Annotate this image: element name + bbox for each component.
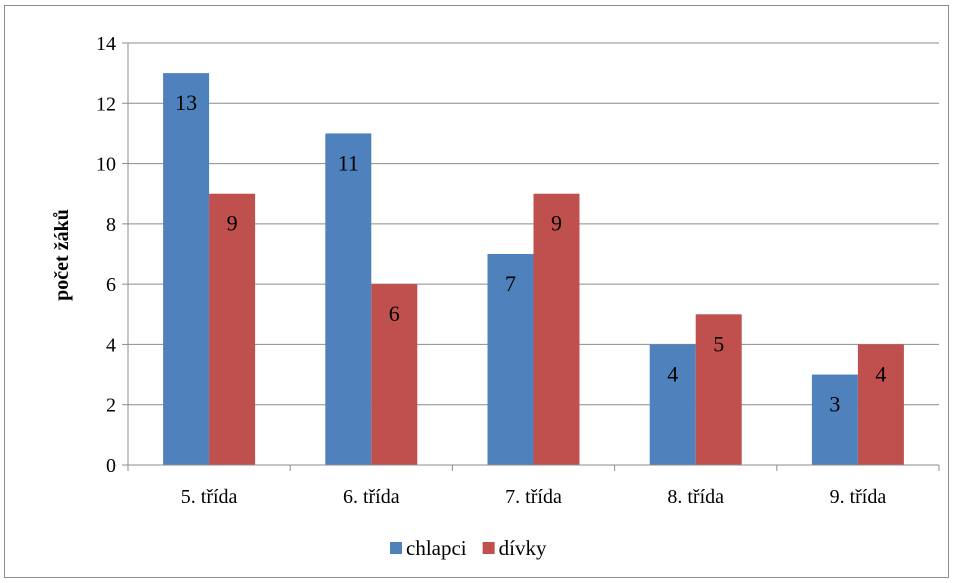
x-tick-label: 6. třída	[343, 486, 400, 508]
legend-swatch-dívky	[482, 542, 495, 554]
bar-chlapci	[811, 374, 858, 465]
x-tick-label: 5. třída	[181, 486, 238, 508]
bar-dívky	[371, 284, 418, 465]
data-label: 9	[551, 211, 562, 236]
bar-chlapci	[163, 73, 210, 466]
x-tick-label: 8. třída	[667, 486, 724, 508]
bar-chlapci	[325, 133, 372, 465]
bar-dívky	[695, 314, 742, 465]
y-tick-label: 12	[96, 93, 116, 115]
data-label: 6	[389, 301, 400, 326]
data-label: 7	[505, 271, 516, 296]
legend: chlapci dívky	[390, 536, 547, 560]
y-tick-label: 8	[106, 214, 116, 236]
chart-frame	[4, 5, 949, 578]
data-label: 5	[713, 331, 724, 356]
y-tick-label: 6	[106, 274, 116, 296]
x-tick-label: 9. třída	[830, 486, 887, 508]
y-axis-label: počet žáků	[51, 209, 73, 301]
y-tick-label: 10	[96, 154, 116, 176]
data-label: 3	[829, 392, 840, 417]
y-tick-label: 4	[106, 334, 116, 356]
gridlines	[128, 42, 939, 406]
x-tick-label: 7. třída	[505, 486, 562, 508]
data-label: 11	[338, 150, 359, 175]
legend-swatch-chlapci	[390, 542, 402, 554]
data-label: 9	[227, 211, 238, 236]
bar-chlapci	[649, 344, 696, 465]
bars: 13 9 11 6 7 9 4 5 3 4	[163, 73, 904, 466]
bar-dívky	[533, 193, 580, 465]
bar-dívky	[209, 193, 256, 465]
data-label: 4	[667, 361, 678, 386]
bar-dívky	[857, 344, 904, 465]
legend-label: chlapci	[406, 536, 467, 560]
y-tick-label: 2	[106, 395, 116, 417]
bar-chlapci	[487, 254, 534, 465]
y-tick-labels: 0 2 4 6 8 10 12 14	[96, 33, 116, 477]
y-tick-label: 14	[96, 33, 116, 55]
axes	[122, 42, 940, 471]
data-label: 13	[175, 90, 197, 115]
y-tick-label: 0	[106, 455, 116, 477]
legend-label: dívky	[499, 536, 547, 560]
data-label: 4	[875, 361, 886, 386]
x-tick-labels: 5. třída 6. třída 7. třída 8. třída 9. třída	[181, 486, 887, 508]
